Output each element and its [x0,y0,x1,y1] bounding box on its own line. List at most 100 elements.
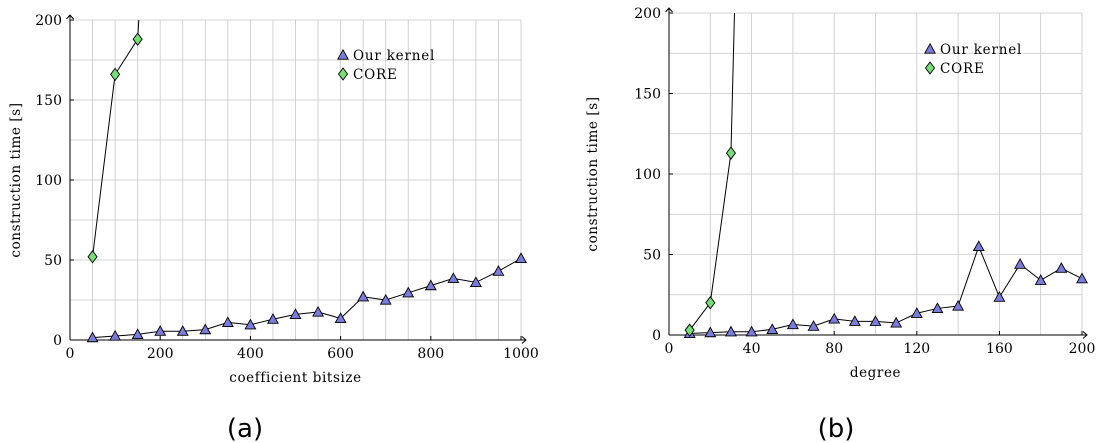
caption-b: (b) [818,414,855,443]
y-axis-arrow [66,14,74,20]
data-point-core [705,296,716,310]
data-point-our-kernel [1034,274,1047,285]
y-axis-arrow [665,7,673,13]
x-axis-label: degree [850,365,901,381]
data-point-our-kernel [221,316,234,328]
axes: 0 40 80 120 160 200 0 50 100 150 200 [634,6,1095,357]
data-point-our-kernel [972,240,985,252]
series-line-our-kernel [92,257,521,339]
grid [69,19,522,341]
x-tick-label: 800 [417,346,444,362]
y-axis-label: construction time [s] [8,102,24,257]
x-axis-arrow [521,336,527,344]
data-point-our-kernel [312,305,325,317]
data-point-our-kernel [848,315,861,326]
data-point-our-kernel [154,325,167,336]
data-point-our-kernel [869,315,882,326]
y-tick-label: 200 [634,6,661,22]
data-point-core [684,323,695,337]
data-point-our-kernel [109,329,122,341]
chart-panel-a: (a) 0 200 400 600 800 1000 0 50 100 150 200 coeffic… [8,13,539,443]
data-point-our-kernel [424,279,437,291]
plot-area [689,13,1082,334]
x-tick-label: 80 [825,341,843,357]
legend-label-core: CORE [940,61,985,77]
data-point-our-kernel [1055,262,1068,273]
data-point-core [132,32,143,46]
data-point-our-kernel [244,318,257,330]
data-point-our-kernel [704,326,717,338]
caption-a: (a) [227,414,263,443]
data-point-our-kernel [910,307,923,318]
x-tick-label: 160 [986,341,1013,357]
data-point-our-kernel [766,323,779,334]
data-point-our-kernel [86,331,99,343]
legend-marker-core [337,67,349,81]
y-tick-label: 0 [53,333,62,349]
legend-label-our-kernel: Our kernel [940,42,1022,58]
x-axis-arrow [1082,331,1088,339]
x-tick-label: 120 [903,341,930,357]
series-line-core [689,13,735,331]
data-point-our-kernel [447,272,460,284]
x-axis-label: coefficient bitsize [229,370,361,386]
series-line-core [92,20,140,257]
data-point-our-kernel [266,313,279,324]
data-point-our-kernel [402,286,415,298]
legend: Our kernel CORE [924,42,1022,77]
data-point-our-kernel [289,308,302,320]
markers [86,32,527,343]
legend-marker-our-kernel [924,42,936,54]
data-point-our-kernel [724,325,737,337]
chart-panel-b: (b) 0 40 80 120 160 200 0 50 100 150 200 degree cons… [585,6,1095,443]
plot-area [92,20,521,339]
data-point-core [110,67,121,82]
data-point-our-kernel [199,323,212,335]
data-point-our-kernel [890,316,903,328]
data-point-our-kernel [993,291,1006,302]
data-point-our-kernel [931,302,944,314]
data-point-our-kernel [745,325,758,337]
series-line-our-kernel [689,245,1082,334]
x-tick-label: 0 [665,341,674,357]
data-point-our-kernel [492,265,505,276]
legend-label-our-kernel: Our kernel [353,48,435,64]
x-tick-label: 400 [237,346,264,362]
y-tick-label: 150 [35,93,62,109]
legend-marker-core [924,61,936,75]
legend-marker-our-kernel [337,48,349,60]
data-point-our-kernel [469,276,482,288]
y-tick-label: 150 [634,87,661,103]
y-tick-label: 0 [652,328,661,344]
y-tick-label: 50 [44,253,62,269]
grid [668,12,1083,336]
x-tick-label: 200 [147,346,174,362]
x-tick-label: 0 [66,346,75,362]
y-axis-label: construction time [s] [585,96,601,251]
y-tick-label: 200 [35,13,62,29]
data-point-our-kernel [1076,272,1088,284]
data-point-our-kernel [334,312,347,324]
y-tick-label: 50 [643,248,661,264]
x-tick-label: 40 [743,341,761,357]
data-point-our-kernel [131,328,144,340]
data-point-our-kernel [176,325,189,336]
data-point-our-kernel [1014,258,1027,269]
data-point-core [725,146,737,160]
legend: Our kernel CORE [337,48,435,83]
x-tick-label: 200 [1069,341,1096,357]
x-tick-label: 1000 [503,346,539,362]
data-point-our-kernel [952,299,965,311]
data-point-our-kernel [828,312,841,324]
data-point-our-kernel [515,252,527,264]
y-tick-label: 100 [35,173,62,189]
axes: 0 200 400 600 800 1000 0 50 100 150 200 [35,13,539,362]
legend-label-core: CORE [353,67,398,83]
markers [683,146,1088,338]
data-point-core [87,250,98,264]
data-point-our-kernel [786,318,799,330]
data-point-our-kernel [357,290,370,302]
data-point-our-kernel [379,293,392,305]
y-tick-label: 100 [634,167,661,183]
